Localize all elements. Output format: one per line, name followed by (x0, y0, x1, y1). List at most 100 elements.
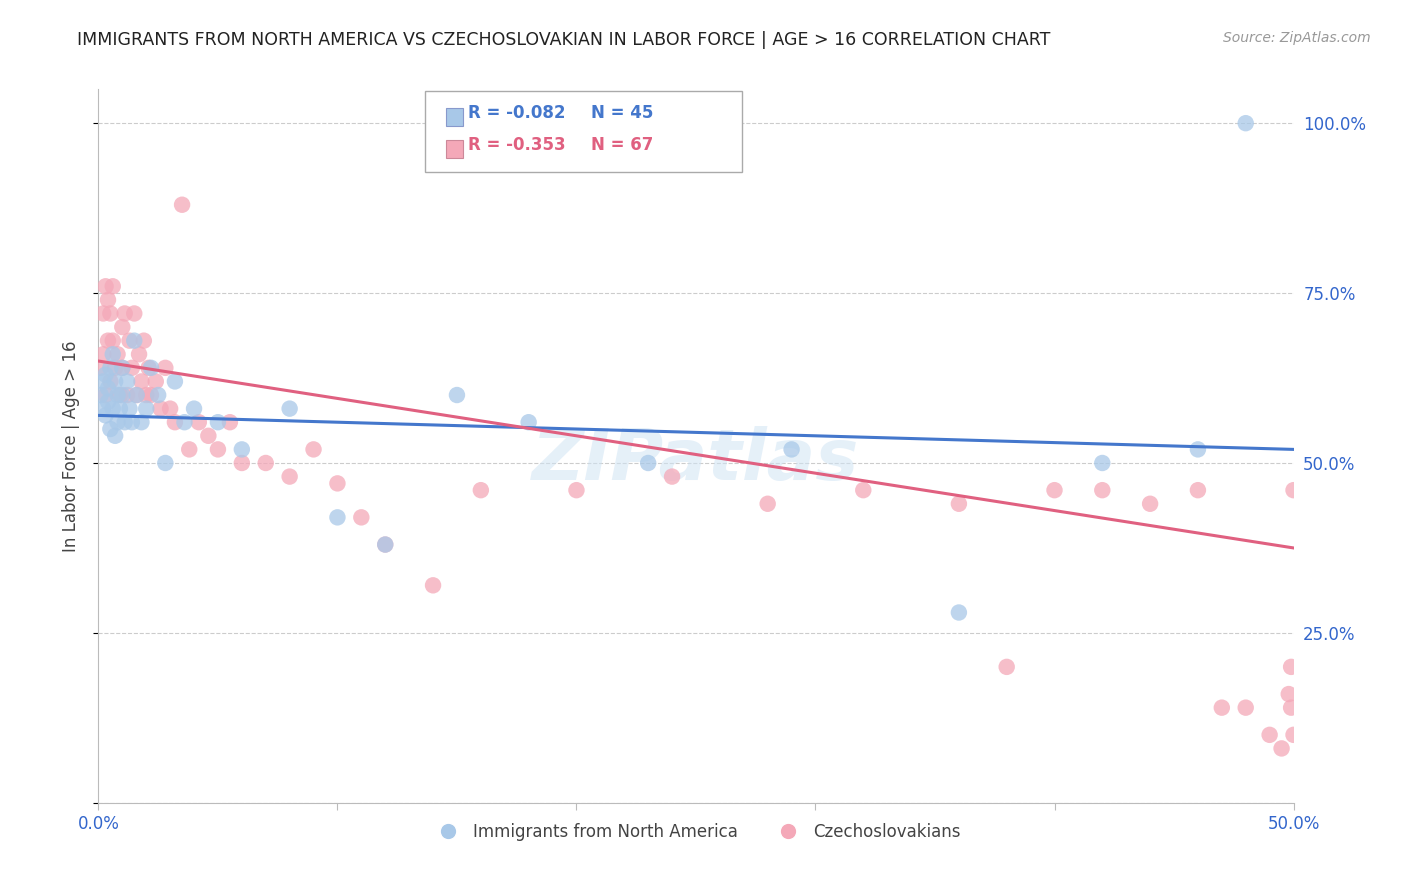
Point (98, 375, 122, 389)
Point (101, 347, 124, 361)
Point (173, 415, 195, 429)
Point (1187, 442, 1209, 457)
Point (94, 388, 117, 402)
Text: R = -0.353: R = -0.353 (468, 136, 565, 154)
Point (1139, 497, 1161, 511)
Point (132, 334, 155, 348)
Point (111, 360, 134, 375)
Point (111, 320, 134, 334)
Point (104, 360, 127, 375)
Point (98, 360, 122, 375)
Point (517, 415, 540, 429)
Point (446, 388, 468, 402)
Point (350, 510, 373, 524)
Point (97, 381, 120, 395)
Point (135, 401, 157, 416)
Point (231, 456, 253, 470)
Point (1282, 728, 1305, 742)
Point (374, 537, 396, 551)
Point (138, 360, 160, 375)
Point (1271, 741, 1294, 756)
Point (187, 415, 209, 429)
Point (98, 306, 122, 320)
Point (995, 660, 1018, 674)
Point (111, 360, 134, 375)
Point (145, 375, 167, 389)
Point (131, 375, 153, 389)
Point (1043, 483, 1066, 498)
Point (326, 476, 349, 491)
Point (197, 429, 219, 443)
Point (97, 334, 120, 348)
Point (637, 456, 659, 470)
Point (131, 415, 153, 429)
Point (1279, 660, 1302, 674)
Point (104, 429, 127, 443)
Point (97, 394, 120, 409)
Point (114, 306, 136, 320)
Point (374, 537, 396, 551)
Point (111, 388, 134, 402)
Point (1282, 483, 1305, 498)
Point (118, 334, 141, 348)
Legend: Immigrants from North America, Czechoslovakians: Immigrants from North America, Czechoslo… (425, 817, 967, 848)
Point (231, 442, 253, 457)
Y-axis label: In Labor Force | Age > 16: In Labor Force | Age > 16 (62, 340, 80, 552)
Point (90, 388, 112, 402)
Point (155, 360, 177, 375)
Point (179, 442, 201, 457)
Point (155, 456, 177, 470)
Point (91, 306, 114, 320)
Point (149, 401, 172, 416)
Point (108, 388, 131, 402)
Point (90, 360, 112, 375)
Point (207, 442, 229, 457)
Point (422, 578, 444, 592)
Point (1278, 687, 1301, 701)
Point (107, 347, 129, 361)
Point (207, 415, 229, 429)
Point (1211, 700, 1233, 714)
Point (163, 415, 186, 429)
Point (326, 510, 349, 524)
Text: ZIPatlas: ZIPatlas (533, 425, 859, 495)
Point (91, 401, 114, 416)
Point (302, 442, 325, 457)
Point (97, 293, 120, 307)
Point (94, 279, 117, 293)
Point (101, 279, 124, 293)
Point (163, 375, 186, 389)
Point (172, 198, 194, 212)
Point (101, 334, 124, 348)
Point (125, 388, 148, 402)
Point (470, 483, 492, 498)
Point (183, 401, 205, 416)
Point (780, 442, 803, 457)
Text: N = 45: N = 45 (591, 104, 652, 122)
Point (565, 483, 588, 498)
Point (91, 347, 114, 361)
Point (115, 388, 138, 402)
Point (124, 334, 146, 348)
Point (135, 388, 157, 402)
Point (104, 375, 127, 389)
Point (852, 483, 875, 498)
Point (128, 347, 150, 361)
Point (661, 469, 683, 483)
Text: IMMIGRANTS FROM NORTH AMERICA VS CZECHOSLOVAKIAN IN LABOR FORCE | AGE > 16 CORRE: IMMIGRANTS FROM NORTH AMERICA VS CZECHOS… (77, 31, 1050, 49)
Point (114, 415, 136, 429)
Point (1187, 483, 1209, 498)
Point (1258, 728, 1281, 742)
Point (948, 606, 970, 620)
Point (125, 388, 148, 402)
Point (124, 306, 146, 320)
Point (107, 388, 129, 402)
Point (94, 409, 117, 423)
Point (148, 388, 170, 402)
Point (1234, 700, 1257, 714)
Text: R = -0.082: R = -0.082 (468, 104, 565, 122)
Point (108, 401, 131, 416)
Point (121, 415, 143, 429)
Point (254, 456, 277, 470)
Point (94, 368, 117, 382)
